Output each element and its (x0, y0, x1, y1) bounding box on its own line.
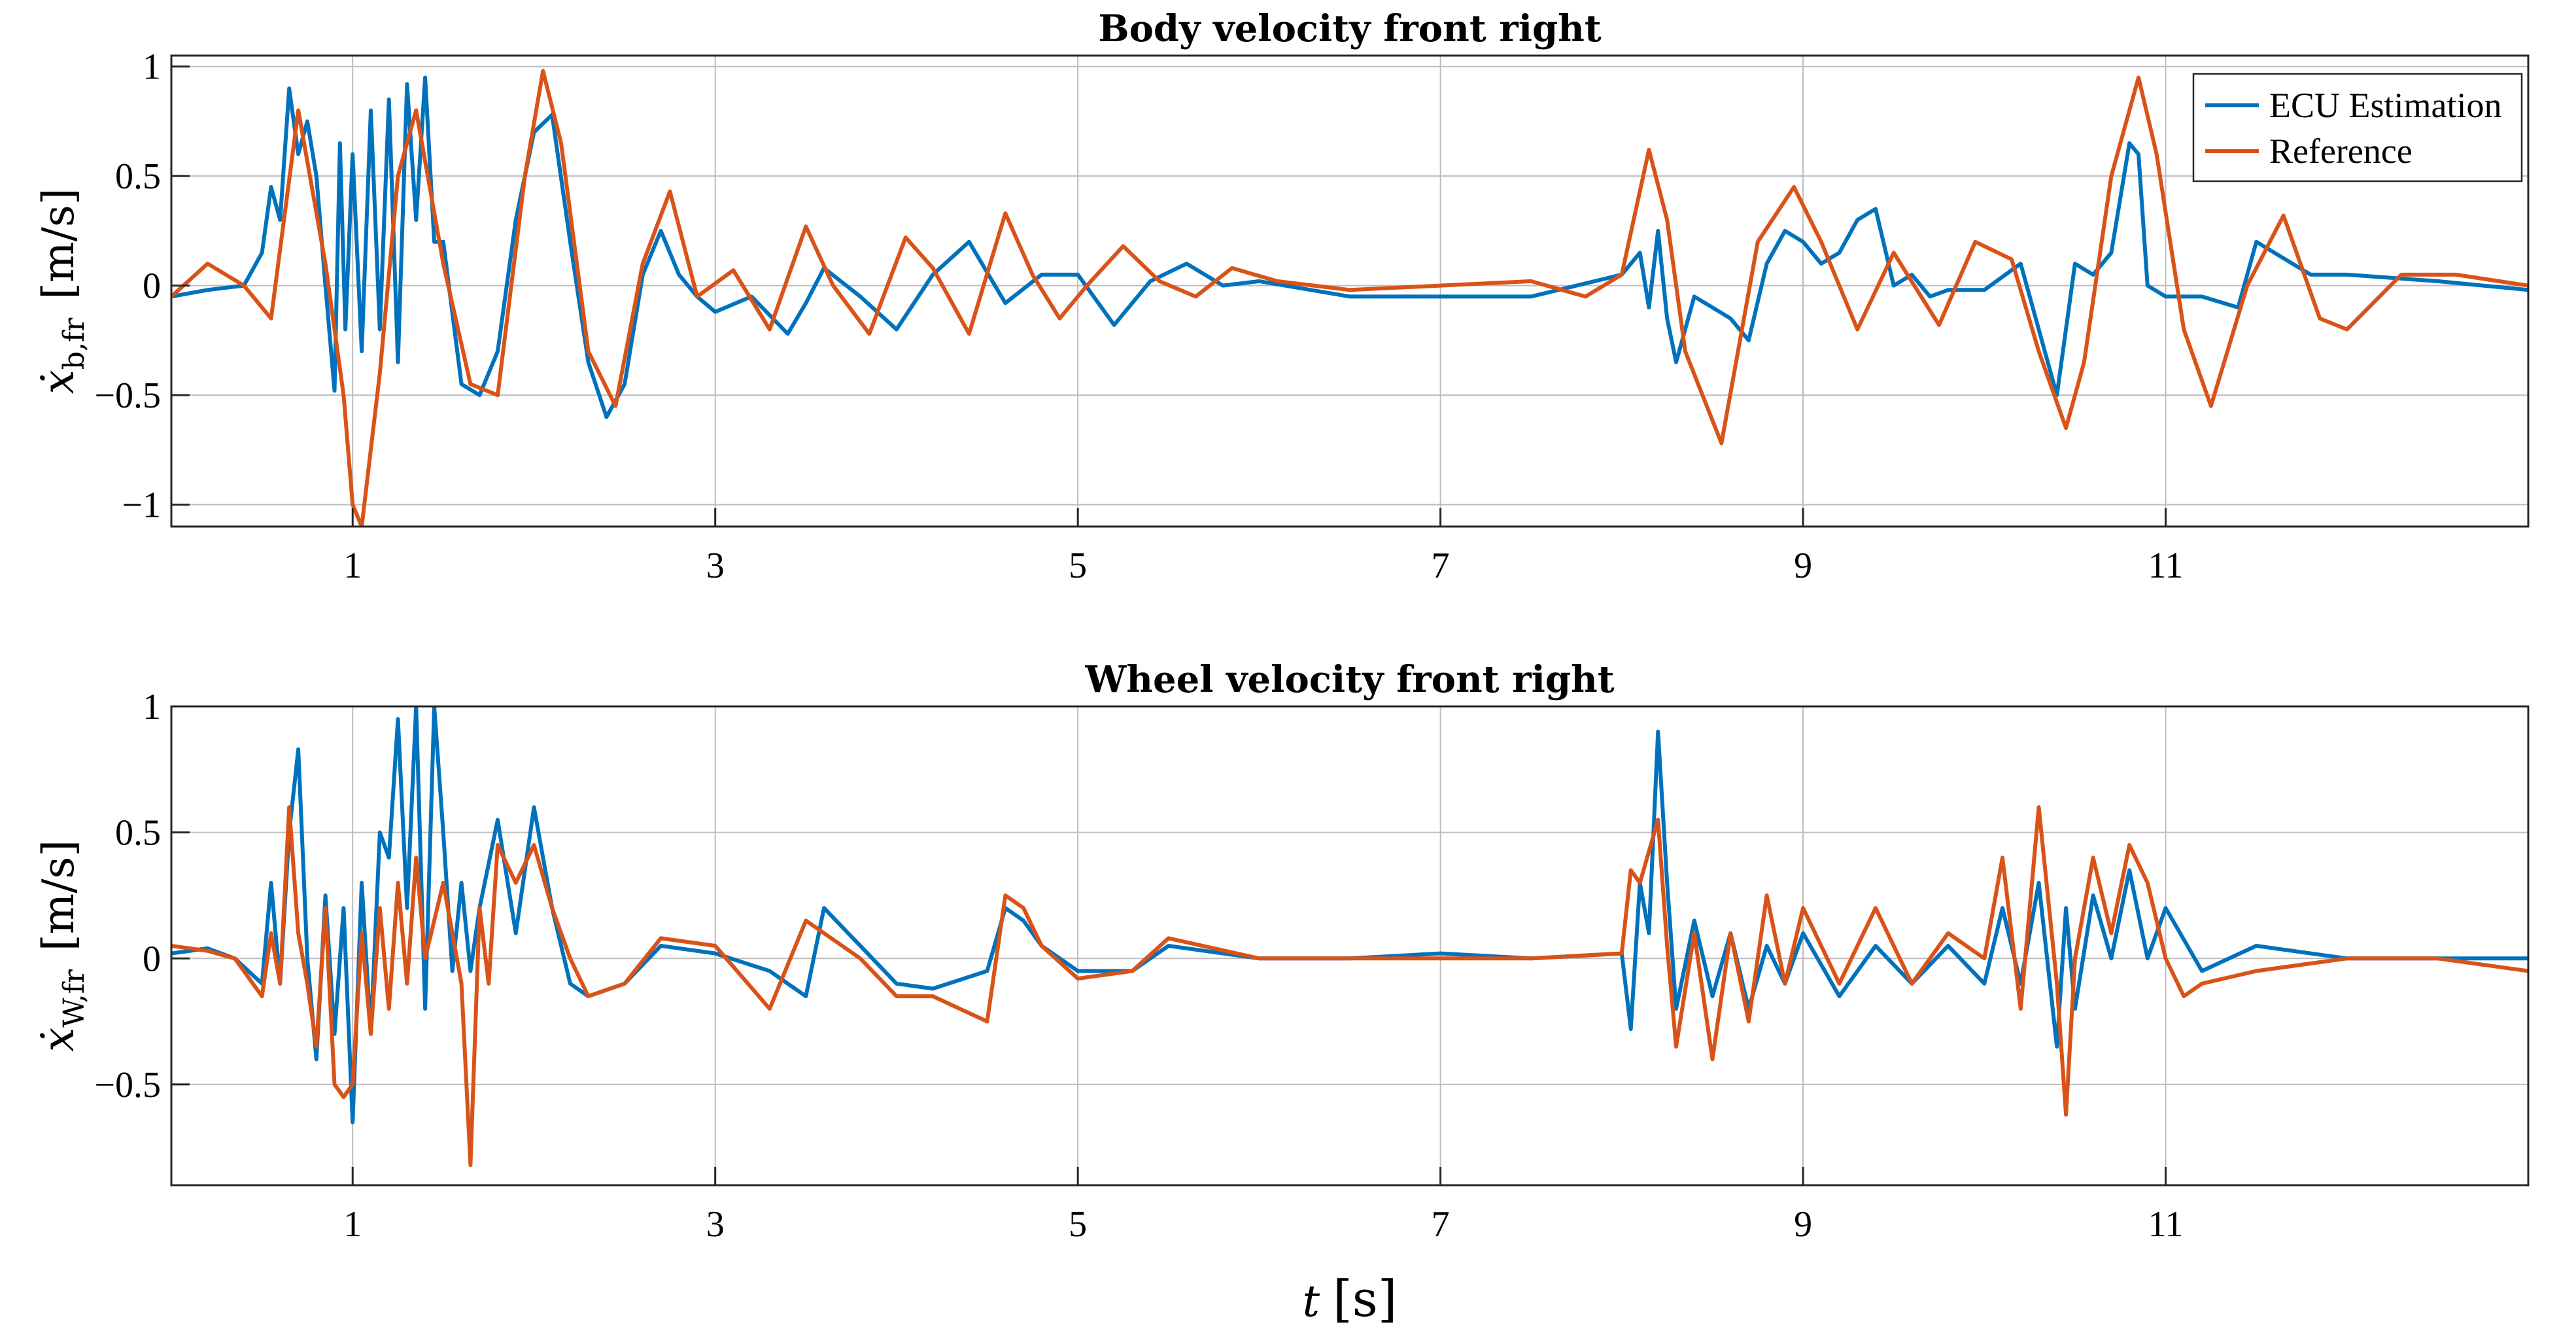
x-tick-label: 1 (343, 1204, 362, 1245)
y-tick-label: −0.5 (94, 375, 161, 416)
wheel-velocity-chart: 1 3 5 7 9 11 −0.5 0 0.5 1 Wheel velocity front rig… (33, 658, 2530, 1328)
x-axis-label: t [s] (1303, 1270, 1398, 1328)
chart-title: Wheel velocity front right (1084, 658, 1614, 701)
y-label-subscript: b,fr (58, 317, 91, 370)
x-tick-label: 1 (343, 546, 362, 586)
y-tick-label: 0 (143, 266, 161, 307)
plot-frame (170, 705, 2530, 1187)
y-tick-label: 0.5 (115, 813, 161, 854)
legend-label: ECU Estimation (2269, 86, 2501, 125)
y-tick-label: 1 (143, 47, 161, 88)
series-line-reference (171, 69, 2528, 527)
chart-title: Body velocity front right (1098, 7, 1602, 50)
plot-area (171, 706, 2528, 1185)
y-axis-label: ẋb,fr [m/s] (33, 188, 91, 394)
y-tick-label: −0.5 (94, 1065, 161, 1105)
series-line-reference (171, 805, 2528, 1168)
series-line-ecu-estimation (171, 75, 2528, 419)
x-label-unit: [s] (1333, 1270, 1397, 1328)
legend-label: Reference (2269, 131, 2413, 171)
x-tick-label: 11 (2148, 1204, 2184, 1245)
x-tick-label: 11 (2148, 546, 2184, 586)
y-tick-label: 0 (143, 939, 161, 979)
x-tick-label: 5 (1069, 546, 1087, 586)
x-tick-label: 9 (1794, 546, 1812, 586)
y-tick-label: −1 (122, 485, 161, 526)
y-label-symbol: ẋ (33, 370, 84, 394)
body-velocity-chart: 1 3 5 7 9 11 −1 −0.5 0 0.5 1 Body velocity front ri… (33, 7, 2530, 586)
x-tick-label: 7 (1432, 546, 1450, 586)
y-label-unit: [m/s] (33, 188, 84, 300)
y-label-subscript: W,fr (58, 969, 91, 1028)
x-tick-label: 3 (706, 1204, 725, 1245)
legend-box (2192, 73, 2523, 182)
y-label-symbol: ẋ (33, 1028, 84, 1052)
y-tick-label: 0.5 (115, 156, 161, 197)
plot-frame (170, 54, 2530, 528)
x-tick-label: 3 (706, 546, 725, 586)
x-tick-label: 9 (1794, 1204, 1812, 1245)
x-tick-label: 7 (1432, 1204, 1450, 1245)
y-tick-label: 1 (143, 687, 161, 727)
x-label-symbol: t (1303, 1276, 1320, 1326)
y-label-unit: [m/s] (33, 840, 84, 951)
y-axis-label: ẋW,fr [m/s] (33, 840, 91, 1052)
x-tick-label: 5 (1069, 1204, 1087, 1245)
